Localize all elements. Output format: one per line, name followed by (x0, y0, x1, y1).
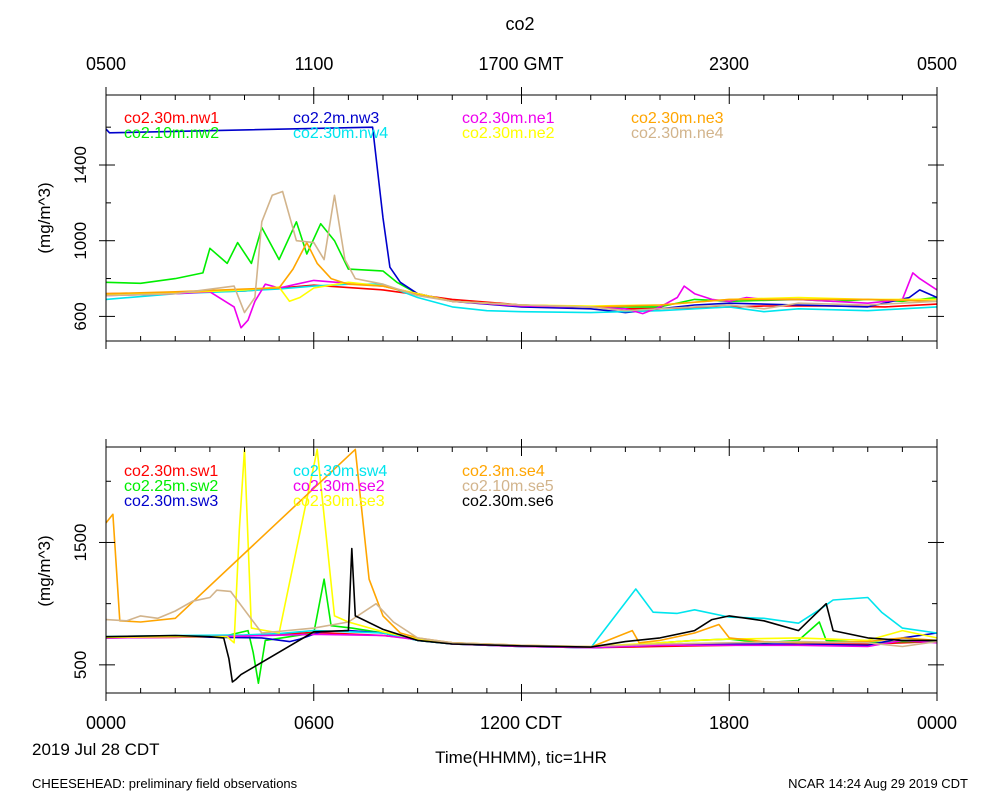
top-tick-label: 0500 (86, 54, 126, 74)
series-lines (106, 126, 937, 329)
bottom-tick-label: 1800 (709, 713, 749, 733)
legend-entry: co2.3m.se4 (462, 463, 545, 480)
y-axis-label: (mg/m^3) (35, 535, 54, 606)
series-line-co2-30m-ne4 (106, 190, 937, 314)
chart-panel-north: (mg/m^3) 600 1000 1400 co2.30m.nw1co2.10m.n… (35, 87, 944, 349)
y-tick-label: 500 (71, 651, 90, 679)
y-axis-label: (mg/m^3) (35, 182, 54, 253)
legend-entry: co2.30m.nw1 (124, 110, 219, 127)
legend-entry: co2.30m.ne1 (462, 110, 555, 127)
x-axis-label: Time(HHMM), tic=1HR (435, 748, 607, 767)
top-tick-label: 2300 (709, 54, 749, 74)
series-line-co2-30m-ne3 (106, 241, 937, 308)
footer-right: NCAR 14:24 Aug 29 2019 CDT (788, 776, 968, 791)
bottom-tick-label: 0600 (294, 713, 334, 733)
series-line-co2-10m-nw2 (106, 221, 937, 308)
footer-left: CHEESEHEAD: preliminary field observatio… (32, 776, 298, 791)
legend-entry: co2.2m.nw3 (293, 110, 379, 127)
legend-entry: co2.30m.sw1 (124, 463, 218, 480)
legend-entry: co2.30m.sw3 (124, 493, 218, 510)
bottom-tick-label: 1200 CDT (480, 713, 562, 733)
y-tick-label: 1000 (71, 222, 90, 260)
bottom-tick-label: 0000 (86, 713, 126, 733)
legend-entry: co2.30m.nw4 (293, 125, 388, 142)
y-tick-label: 1400 (71, 146, 90, 184)
legend-entry: co2.30m.se3 (293, 493, 385, 510)
series-line-co2-30m-se6 (106, 547, 937, 683)
series-line-co2-2m-nw3 (106, 126, 937, 314)
legend-entry: co2.25m.sw2 (124, 478, 218, 495)
date-label: 2019 Jul 28 CDT (32, 740, 160, 759)
y-tick-label: 600 (71, 302, 90, 330)
top-tick-label: 1700 GMT (478, 54, 563, 74)
series-line-co2-30m-ne1 (106, 272, 937, 329)
legend-entry: co2.30m.ne4 (631, 125, 724, 142)
series-line-co2-10m-se5 (106, 589, 937, 648)
bottom-tick-label: 0000 (917, 713, 957, 733)
top-tick-label: 1100 (295, 54, 334, 74)
bottom-axis-labels: 0000 0600 1200 CDT 1800 0000 (86, 713, 957, 733)
legend-entry: co2.30m.se6 (462, 493, 554, 510)
top-axis-labels: 0500 1100 1700 GMT 2300 0500 (86, 54, 957, 74)
legend-entry: co2.30m.se2 (293, 478, 385, 495)
series-line-co2-30m-se3 (106, 448, 937, 648)
legend-entry: co2.30m.ne3 (631, 110, 724, 127)
series-lines (106, 448, 937, 684)
y-tick-label: 1500 (71, 524, 90, 562)
chart-title: co2 (505, 14, 534, 34)
legend-entry: co2.10m.nw2 (124, 125, 219, 142)
series-line-co2-30m-sw4 (106, 588, 937, 649)
series-line-co2-30m-nw4 (106, 283, 937, 314)
legend-entry: co2.10m.se5 (462, 478, 554, 495)
legend-entry: co2.30m.ne2 (462, 125, 555, 142)
chart-panel-south: (mg/m^3) 5001500co2.30m.sw1co2.25m.sw2co… (35, 439, 944, 701)
legend-entry: co2.30m.sw4 (293, 463, 387, 480)
top-tick-label: 0500 (917, 54, 957, 74)
